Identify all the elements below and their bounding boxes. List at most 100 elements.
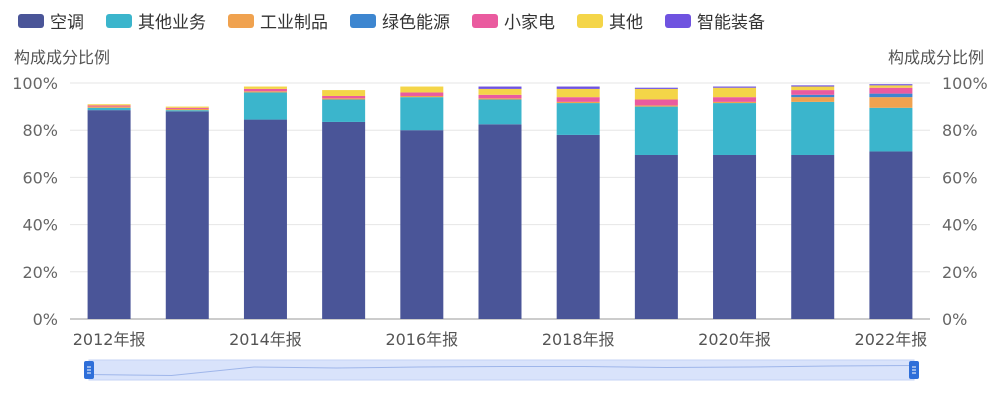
y-tick-label-left: 60%	[22, 168, 58, 187]
legend-item[interactable]: 工业制品	[228, 8, 328, 33]
y-axis-title-left: 构成成分比例	[14, 48, 111, 67]
bar-segment[interactable]	[243, 88, 287, 92]
bar-segment[interactable]	[713, 86, 757, 88]
bar-segment[interactable]	[634, 106, 678, 155]
bar-segment[interactable]	[87, 105, 131, 107]
y-tick-label-left: 40%	[22, 216, 58, 235]
bar-segment[interactable]	[165, 107, 209, 109]
bar-segment[interactable]	[634, 88, 678, 100]
y-tick-label-right: 60%	[942, 168, 978, 187]
legend-swatch	[350, 13, 376, 28]
data-zoom-overview-line	[88, 365, 915, 377]
x-tick-label: 2016年报	[385, 330, 458, 349]
data-zoom-track[interactable]	[88, 359, 915, 381]
bar-segment[interactable]	[87, 107, 131, 111]
bar-segment[interactable]	[400, 92, 444, 96]
bar-segment[interactable]	[713, 103, 757, 155]
legend-swatch	[228, 13, 254, 28]
bar-segment[interactable]	[556, 97, 600, 102]
legend-swatch	[577, 13, 603, 28]
bar-segment[interactable]	[478, 94, 522, 99]
bar-segment[interactable]	[243, 91, 287, 93]
y-tick-label-right: 100%	[942, 74, 988, 93]
bar-segment[interactable]	[87, 104, 131, 106]
bar-segment[interactable]	[478, 99, 522, 125]
bar-segment[interactable]	[243, 119, 287, 319]
legend-swatch	[18, 13, 44, 28]
y-tick-label-left: 100%	[12, 74, 58, 93]
bar-segment[interactable]	[869, 151, 913, 319]
legend-item[interactable]: 其他	[577, 8, 643, 33]
bar-segment[interactable]	[869, 97, 913, 108]
bar-segment[interactable]	[869, 107, 913, 152]
legend-item[interactable]: 小家电	[472, 8, 555, 33]
bar-segment[interactable]	[165, 110, 209, 112]
bar-segment[interactable]	[243, 92, 287, 120]
bar-segment[interactable]	[791, 94, 835, 98]
bar-segment[interactable]	[713, 101, 757, 104]
legend-swatch	[472, 13, 498, 28]
bar-segment[interactable]	[869, 87, 913, 94]
bar-segment[interactable]	[713, 97, 757, 102]
bar-segment[interactable]	[243, 86, 287, 89]
bar-segment[interactable]	[869, 93, 913, 98]
bar-segment[interactable]	[400, 86, 444, 93]
legend-swatch	[665, 13, 691, 28]
x-tick-label: 2012年报	[73, 330, 146, 349]
bar-segment[interactable]	[791, 85, 835, 87]
bar-segment[interactable]	[556, 86, 600, 89]
bar-segment[interactable]	[322, 99, 366, 122]
legend-item[interactable]: 绿色能源	[350, 8, 450, 33]
bar-segment[interactable]	[322, 95, 366, 99]
bar-segment[interactable]	[713, 154, 757, 319]
y-tick-label-right: 20%	[942, 263, 978, 282]
legend: 空调 其他业务 工业制品 绿色能源 小家电 其他 智能装备	[18, 8, 787, 33]
bar-segment[interactable]	[556, 88, 600, 98]
bar-segment[interactable]	[556, 134, 600, 319]
bar-segment[interactable]	[634, 105, 678, 107]
bar-segment[interactable]	[478, 98, 522, 100]
legend-item[interactable]: 智能装备	[665, 8, 765, 33]
bar-segment[interactable]	[791, 86, 835, 91]
x-tick-label: 2014年报	[229, 330, 302, 349]
bar-segment[interactable]	[478, 88, 522, 95]
y-axis-title-right: 构成成分比例	[887, 48, 984, 67]
bar-segment[interactable]	[165, 108, 209, 111]
y-tick-label-left: 20%	[22, 263, 58, 282]
legend-swatch	[106, 13, 132, 28]
bar-segment[interactable]	[556, 103, 600, 135]
bar-segment[interactable]	[322, 90, 366, 96]
bar-segment[interactable]	[400, 130, 444, 319]
bar-segment[interactable]	[165, 106, 209, 108]
bar-segment[interactable]	[478, 86, 522, 89]
legend-label: 小家电	[504, 13, 555, 33]
bar-segment[interactable]	[791, 154, 835, 319]
legend-item[interactable]: 空调	[18, 8, 84, 33]
y-tick-label-right: 40%	[942, 216, 978, 235]
bar-segment[interactable]	[634, 99, 678, 106]
legend-label: 空调	[50, 13, 84, 33]
x-tick-label: 2022年报	[855, 330, 928, 349]
bar-segment[interactable]	[87, 110, 131, 319]
legend-label: 其他	[609, 13, 643, 33]
legend-item[interactable]: 其他业务	[106, 8, 206, 33]
bar-segment[interactable]	[634, 154, 678, 319]
bar-segment[interactable]	[634, 87, 678, 89]
bar-segment[interactable]	[869, 84, 913, 86]
bar-segment[interactable]	[478, 124, 522, 319]
legend-label: 其他业务	[138, 13, 206, 33]
bar-segment[interactable]	[322, 98, 366, 100]
bar-segment[interactable]	[791, 101, 835, 155]
y-tick-label-right: 80%	[942, 121, 978, 140]
bar-segment[interactable]	[556, 101, 600, 104]
bar-segment[interactable]	[165, 111, 209, 319]
bar-segment[interactable]	[87, 106, 131, 108]
bar-segment[interactable]	[869, 85, 913, 88]
bar-segment[interactable]	[791, 90, 835, 95]
bar-segment[interactable]	[322, 121, 366, 319]
bar-segment[interactable]	[400, 95, 444, 98]
bar-segment[interactable]	[400, 97, 444, 131]
bar-segment[interactable]	[713, 87, 757, 98]
bar-segment[interactable]	[791, 97, 835, 102]
x-tick-label: 2020年报	[698, 330, 771, 349]
